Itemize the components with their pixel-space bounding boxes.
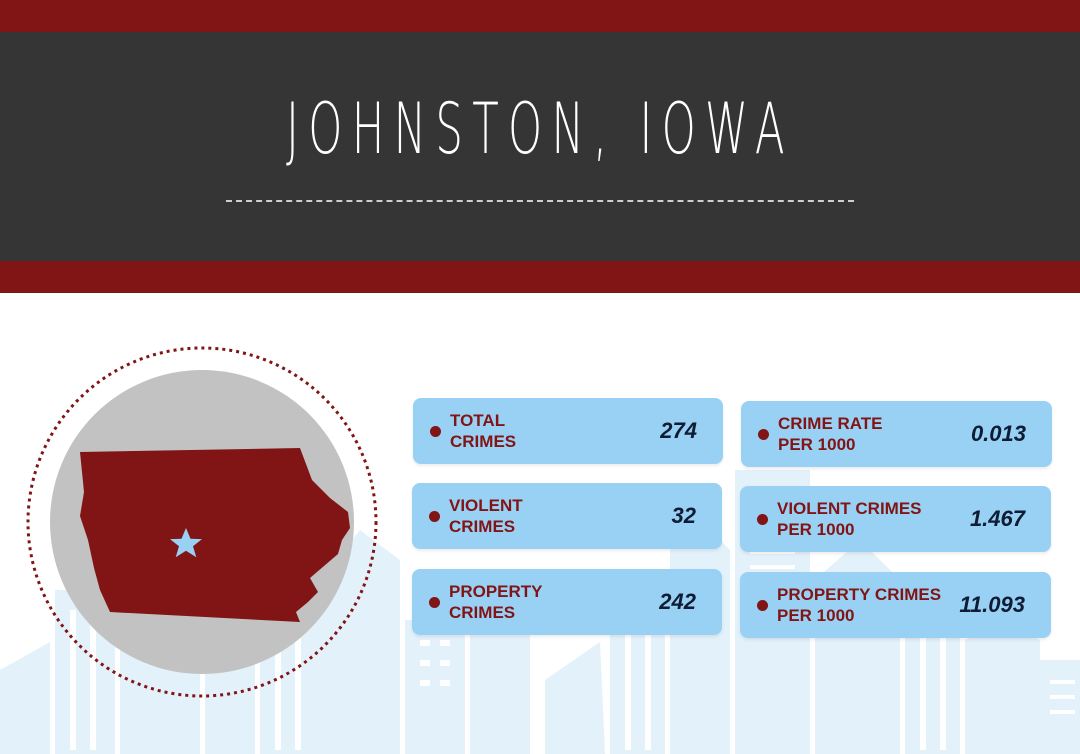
header-banner <box>0 32 1080 261</box>
stat-label: PROPERTY CRIMES <box>449 582 543 622</box>
bullet-icon <box>757 600 768 611</box>
stat-value: 1.467 <box>969 506 1025 531</box>
stat-card-violent-crimes-rate: VIOLENT CRIMES PER 1000 1.467 <box>740 486 1051 552</box>
stat-value: 274 <box>660 418 697 443</box>
stat-card-crime-rate: CRIME RATE PER 1000 0.013 <box>741 401 1052 467</box>
stat-value: 32 <box>671 503 696 528</box>
bullet-icon <box>429 597 440 608</box>
bottom-accent-stripe <box>0 261 1080 293</box>
star-icon <box>170 528 202 558</box>
iowa-map-icon <box>80 448 350 622</box>
top-accent-stripe <box>0 0 1080 32</box>
bullet-icon <box>429 511 440 522</box>
page-title: JOHNSTON, IOWA <box>286 88 794 170</box>
stat-label: VIOLENT CRIMES <box>449 496 523 536</box>
stat-value: 11.093 <box>959 592 1025 617</box>
stat-label: TOTAL CRIMES <box>450 411 517 451</box>
bullet-icon <box>758 429 769 440</box>
stat-label: VIOLENT CRIMES PER 1000 <box>777 499 922 539</box>
bullet-icon <box>430 426 441 437</box>
title-divider <box>226 200 854 202</box>
stat-label: CRIME RATE PER 1000 <box>778 414 883 454</box>
stat-value: 242 <box>659 589 696 614</box>
iowa-map-badge <box>26 346 378 698</box>
stat-label: PROPERTY CRIMES PER 1000 <box>777 585 942 625</box>
bullet-icon <box>757 514 768 525</box>
stat-value: 0.013 <box>970 421 1026 446</box>
stat-card-property-crimes: PROPERTY CRIMES 242 <box>412 569 722 635</box>
stat-card-property-crimes-rate: PROPERTY CRIMES PER 1000 11.093 <box>740 572 1051 638</box>
stat-card-violent-crimes: VIOLENT CRIMES 32 <box>412 483 722 549</box>
stat-card-total-crimes: TOTAL CRIMES 274 <box>413 398 723 464</box>
